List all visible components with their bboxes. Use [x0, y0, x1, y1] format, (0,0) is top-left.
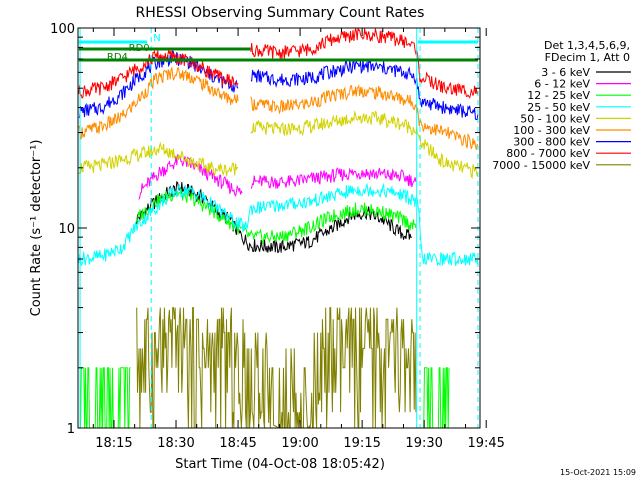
legend-label-9: 7000 - 15000 keV — [492, 159, 590, 172]
series-line-100-300-kev — [250, 83, 479, 150]
legend-label-4: 25 - 50 keV — [527, 101, 590, 114]
legend-header-line-2: FDecim 1, Att 0 — [545, 51, 630, 64]
series-line-25-50-kev — [78, 182, 479, 267]
plot-area — [78, 28, 479, 428]
legend-label-1: 3 - 6 keV — [541, 66, 590, 79]
series-line-50-100-kev — [78, 141, 239, 177]
x-tick-label-18:30: 18:30 — [157, 436, 194, 451]
x-tick-label-19:00: 19:00 — [281, 436, 318, 451]
series-line-800-7000-kev — [78, 49, 239, 99]
y-axis: 1 10 100 — [50, 22, 480, 437]
series-line-6-12-kev — [138, 154, 243, 200]
x-tick-label-19:15: 19:15 — [343, 436, 380, 451]
date-stamp: 15-Oct-2021 15:09 — [560, 468, 636, 477]
x-tick-label-18:45: 18:45 — [219, 436, 256, 451]
series-line-50-100-kev — [250, 110, 479, 180]
chart-title: RHESSI Observing Summary Count Rates — [136, 5, 425, 21]
flag-label-n: N — [153, 33, 160, 44]
legend-label-3: 12 - 25 keV — [527, 89, 590, 102]
legend-label-7: 300 - 800 keV — [513, 136, 590, 149]
series-line-7000-15000-kev — [136, 307, 417, 428]
y-tick-label-10: 10 — [58, 222, 75, 237]
x-axis-label: Start Time (04-Oct-08 18:05:42) — [175, 457, 385, 472]
flag-label-rd4: RD4 — [107, 52, 128, 63]
legend-label-8: 800 - 7000 keV — [506, 147, 590, 160]
legend-label-6: 100 - 300 keV — [513, 124, 590, 137]
y-tick-label-1: 1 — [67, 422, 75, 437]
x-tick-label-19:45: 19:45 — [467, 436, 504, 451]
y-axis-label: Count Rate (s⁻¹ detector⁻¹) — [29, 140, 44, 317]
series-line-3-6-kev — [136, 180, 412, 254]
y-tick-label-100: 100 — [50, 22, 75, 37]
x-tick-label-18:15: 18:15 — [95, 436, 132, 451]
series-line-100-300-kev — [78, 67, 239, 140]
series-line-12-25-kev — [135, 187, 417, 245]
legend-label-2: 6 - 12 keV — [534, 78, 590, 91]
x-tick-label-19:30: 19:30 — [405, 436, 442, 451]
series-line-300-800-kev — [250, 59, 479, 121]
x-axis: 18:15 18:30 18:45 19:00 19:15 19:30 19:45 — [92, 28, 505, 451]
series-line-6-12-kev — [250, 167, 417, 189]
legend-label-5: 50 - 100 keV — [520, 112, 590, 125]
series-line-12-25-kev — [78, 367, 131, 428]
legend: Det 1,3,4,5,6,9, FDecim 1, Att 0 3 - 6 k… — [492, 39, 631, 172]
series-line-12-25-kev — [422, 367, 450, 428]
flag-label-rd0: RD0 — [129, 43, 150, 54]
legend-header-line-1: Det 1,3,4,5,6,9, — [544, 39, 630, 52]
